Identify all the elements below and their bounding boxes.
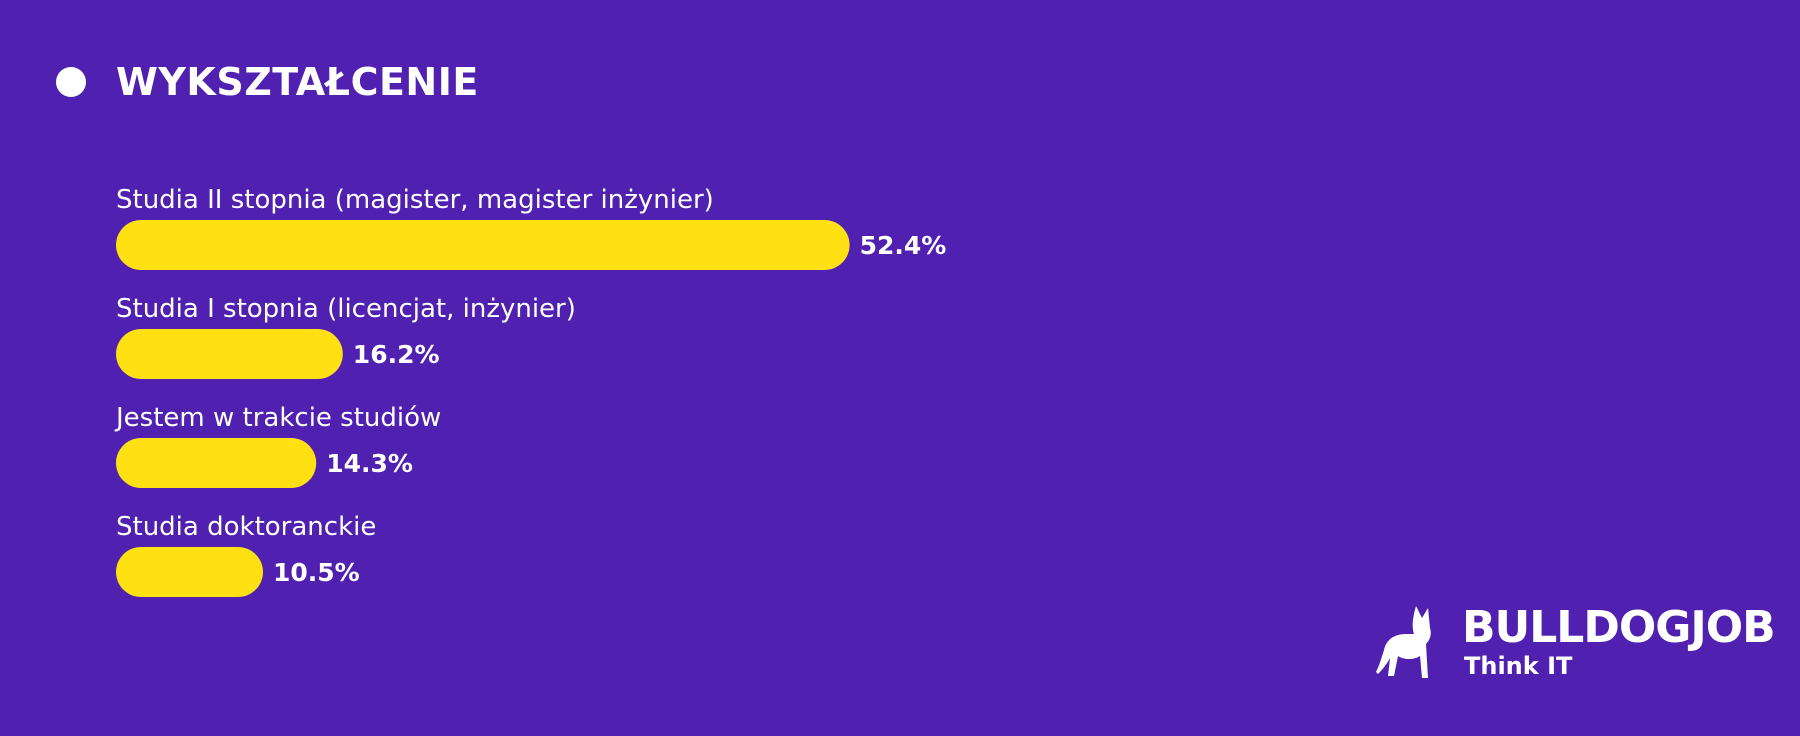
brand-name: BULLDOGJOB	[1462, 602, 1776, 653]
category-label: Studia I stopnia (licencjat, inżynier)	[116, 294, 576, 324]
category-label: Jestem w trakcie studiów	[114, 403, 441, 433]
bar	[116, 329, 343, 379]
chart-header: WYKSZTAŁCENIE	[56, 56, 479, 108]
value-label: 16.2%	[353, 340, 440, 369]
chart-title: WYKSZTAŁCENIE	[116, 60, 479, 104]
bullet-dot	[56, 67, 86, 97]
value-label: 52.4%	[860, 231, 947, 260]
bar	[116, 438, 317, 488]
value-label: 14.3%	[326, 449, 413, 478]
brand-tagline: Think IT	[1464, 652, 1573, 680]
value-label: 10.5%	[273, 558, 360, 587]
category-label: Studia II stopnia (magister, magister in…	[116, 185, 714, 215]
category-label: Studia doktoranckie	[116, 512, 376, 542]
bar	[116, 547, 263, 597]
bar	[116, 220, 850, 270]
bulldog-icon	[1376, 606, 1431, 678]
bulldogjob-logo: BULLDOGJOB Think IT	[1376, 604, 1776, 680]
